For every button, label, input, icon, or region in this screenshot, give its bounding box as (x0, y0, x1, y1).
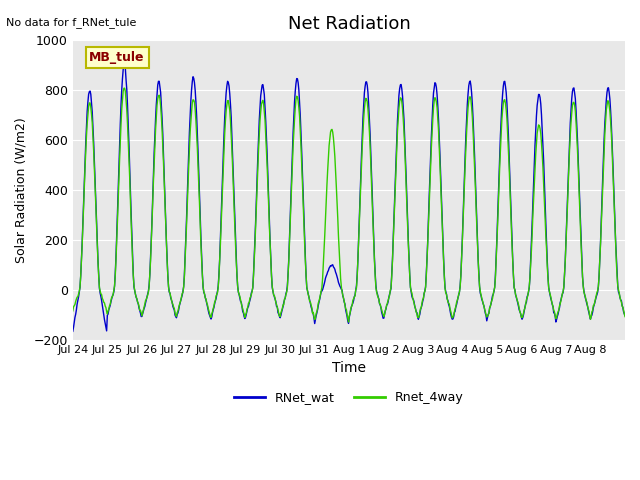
X-axis label: Time: Time (332, 361, 366, 375)
RNet_wat (236, 295, 244, 300)
Legend: RNet_wat, Rnet_4way: RNet_wat, Rnet_4way (229, 386, 469, 409)
Rnet_4way (621, 314, 629, 320)
Line: Rnet_4way: Rnet_4way (73, 88, 625, 322)
Rnet_4way (134, 300, 142, 306)
RNet_wat (120, 61, 128, 67)
RNet_wat (406, 284, 414, 290)
Text: No data for f_RNet_tule: No data for f_RNet_tule (6, 17, 137, 28)
Line: RNet_wat: RNet_wat (73, 64, 625, 331)
Title: Net Radiation: Net Radiation (287, 15, 410, 33)
RNet_wat (134, 301, 142, 307)
Rnet_4way (263, 164, 271, 170)
RNet_wat (438, 195, 445, 201)
RNet_wat (621, 312, 629, 318)
RNet_wat (69, 328, 77, 334)
RNet_wat (263, 153, 271, 158)
Rnet_4way (121, 85, 129, 91)
Rnet_4way (284, 272, 292, 278)
RNet_wat (284, 271, 292, 277)
Rnet_4way (438, 221, 446, 227)
Rnet_4way (236, 293, 244, 299)
Rnet_4way (345, 319, 353, 325)
Rnet_4way (69, 308, 77, 314)
Rnet_4way (407, 288, 415, 294)
Y-axis label: Solar Radiation (W/m2): Solar Radiation (W/m2) (15, 118, 28, 263)
Text: MB_tule: MB_tule (90, 51, 145, 64)
